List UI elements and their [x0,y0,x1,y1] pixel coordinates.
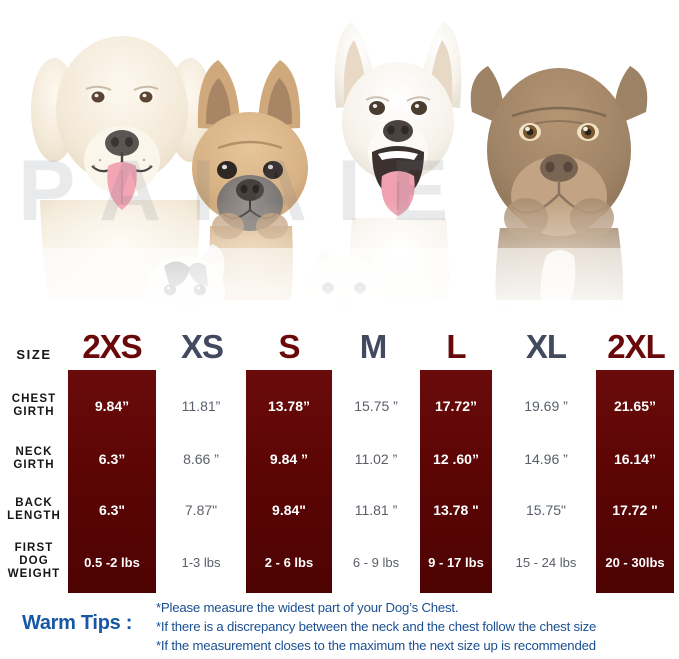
size-header-xl: XL [500,330,592,364]
row-label-neck-girth: NECK GIRTH [2,446,66,472]
highlight-band-l [420,370,492,593]
size-header-l-text: L [446,328,466,365]
cell-neck-girth-2xs: 6.3” [98,451,126,467]
warm-tips-section: Warm Tips : *Please measure the widest p… [0,596,679,659]
cell-neck-girth-s: 9.84 ” [269,451,309,467]
cell-back-length-2xs: 6.3" [98,502,126,518]
cell-neck-girth-m: 11.02 ” [354,451,398,467]
row-label-chest-girth: CHEST GIRTH [2,393,66,419]
cell-first-dog-weight-2xs: 0.5 -2 lbs [84,555,140,570]
cell-chest-girth-xl: 19.69 ” [524,398,568,414]
cell-first-dog-weight-xl: 15 - 24 lbs [515,555,577,570]
cell-chest-girth-s: 13.78” [267,398,311,414]
size-header-xl-text: XL [525,328,567,365]
row-label-back-length-line1: BACK [15,497,53,509]
highlight-band-2xs [68,370,156,593]
cell-first-dog-weight-2xl: 20 - 30lbs [605,555,665,570]
highlight-band-s [246,370,332,593]
size-header-s: S [246,330,332,364]
size-header-2xl-text: 2XL [607,328,666,365]
cell-chest-girth-l: 17.72” [434,398,478,414]
cell-chest-girth-2xs: 9.84” [94,398,130,414]
row-label-first-dog-weight-line3: WEIGHT [7,568,61,580]
cell-back-length-m: 11.81 ” [354,502,398,518]
size-header-xs-text: XS [180,328,224,365]
size-header-l: L [420,330,492,364]
cell-first-dog-weight-m: 6 - 9 lbs [352,555,400,570]
dog-photo-illustration [0,0,679,322]
size-header-2xs: 2XS [62,330,162,364]
size-corner-label: SIZE [2,348,66,361]
cell-back-length-2xl: 17.72 " [612,502,658,518]
size-header-m: M [330,330,416,364]
warm-tips-line-3: *If the measurement closes to the maximu… [156,638,596,653]
cell-chest-girth-2xl: 21.65” [613,398,657,414]
row-label-neck-girth-line1: NECK [15,446,53,458]
cell-first-dog-weight-xs: 1-3 lbs [181,555,221,570]
cell-neck-girth-xl: 14.96 ” [524,451,568,467]
cell-neck-girth-l: 12 .60” [433,451,479,467]
row-label-first-dog-weight-line1: FIRST [14,542,54,554]
size-header-xs: XS [152,330,252,364]
cell-back-length-xl: 15.75" [525,502,566,518]
row-label-chest-girth-line1: CHEST [11,393,57,405]
size-corner-text: SIZE [16,347,52,362]
warm-tips-line-1: *Please measure the widest part of your … [156,600,459,615]
cell-chest-girth-xs: 11.81” [181,398,221,414]
row-label-neck-girth-line2: GIRTH [13,459,55,471]
dog-photo-banner: PAIAIE [0,0,679,322]
cell-back-length-s: 9.84" [272,502,306,518]
row-label-back-length-line2: LENGTH [7,510,61,522]
cell-first-dog-weight-l: 9 - 17 lbs [428,555,484,570]
row-label-first-dog-weight-line2: DOG [19,555,49,567]
cell-neck-girth-2xl: 16.14” [613,451,657,467]
cell-back-length-xs: 7.87" [184,502,218,518]
highlight-band-2xl [596,370,674,593]
cell-neck-girth-xs: 8.66 ” [183,451,219,467]
row-label-back-length: BACK LENGTH [2,497,66,523]
size-table: SIZE 2XS XS S M L XL 2XL CHEST GIRTH N [0,322,679,594]
cell-back-length-l: 13.78 " [433,502,479,518]
row-label-chest-girth-line2: GIRTH [13,406,55,418]
row-label-first-dog-weight: FIRST DOG WEIGHT [2,542,66,581]
warm-tips-label: Warm Tips : [22,612,133,634]
cell-first-dog-weight-s: 2 - 6 lbs [264,555,314,570]
size-header-m-text: M [359,328,387,365]
size-header-2xs-text: 2XS [82,328,142,365]
size-header-2xl: 2XL [594,330,678,364]
warm-tips-line-2: *If there is a discrepancy between the n… [156,619,597,634]
cell-chest-girth-m: 15.75 ” [354,398,398,414]
size-header-s-text: S [278,328,300,365]
